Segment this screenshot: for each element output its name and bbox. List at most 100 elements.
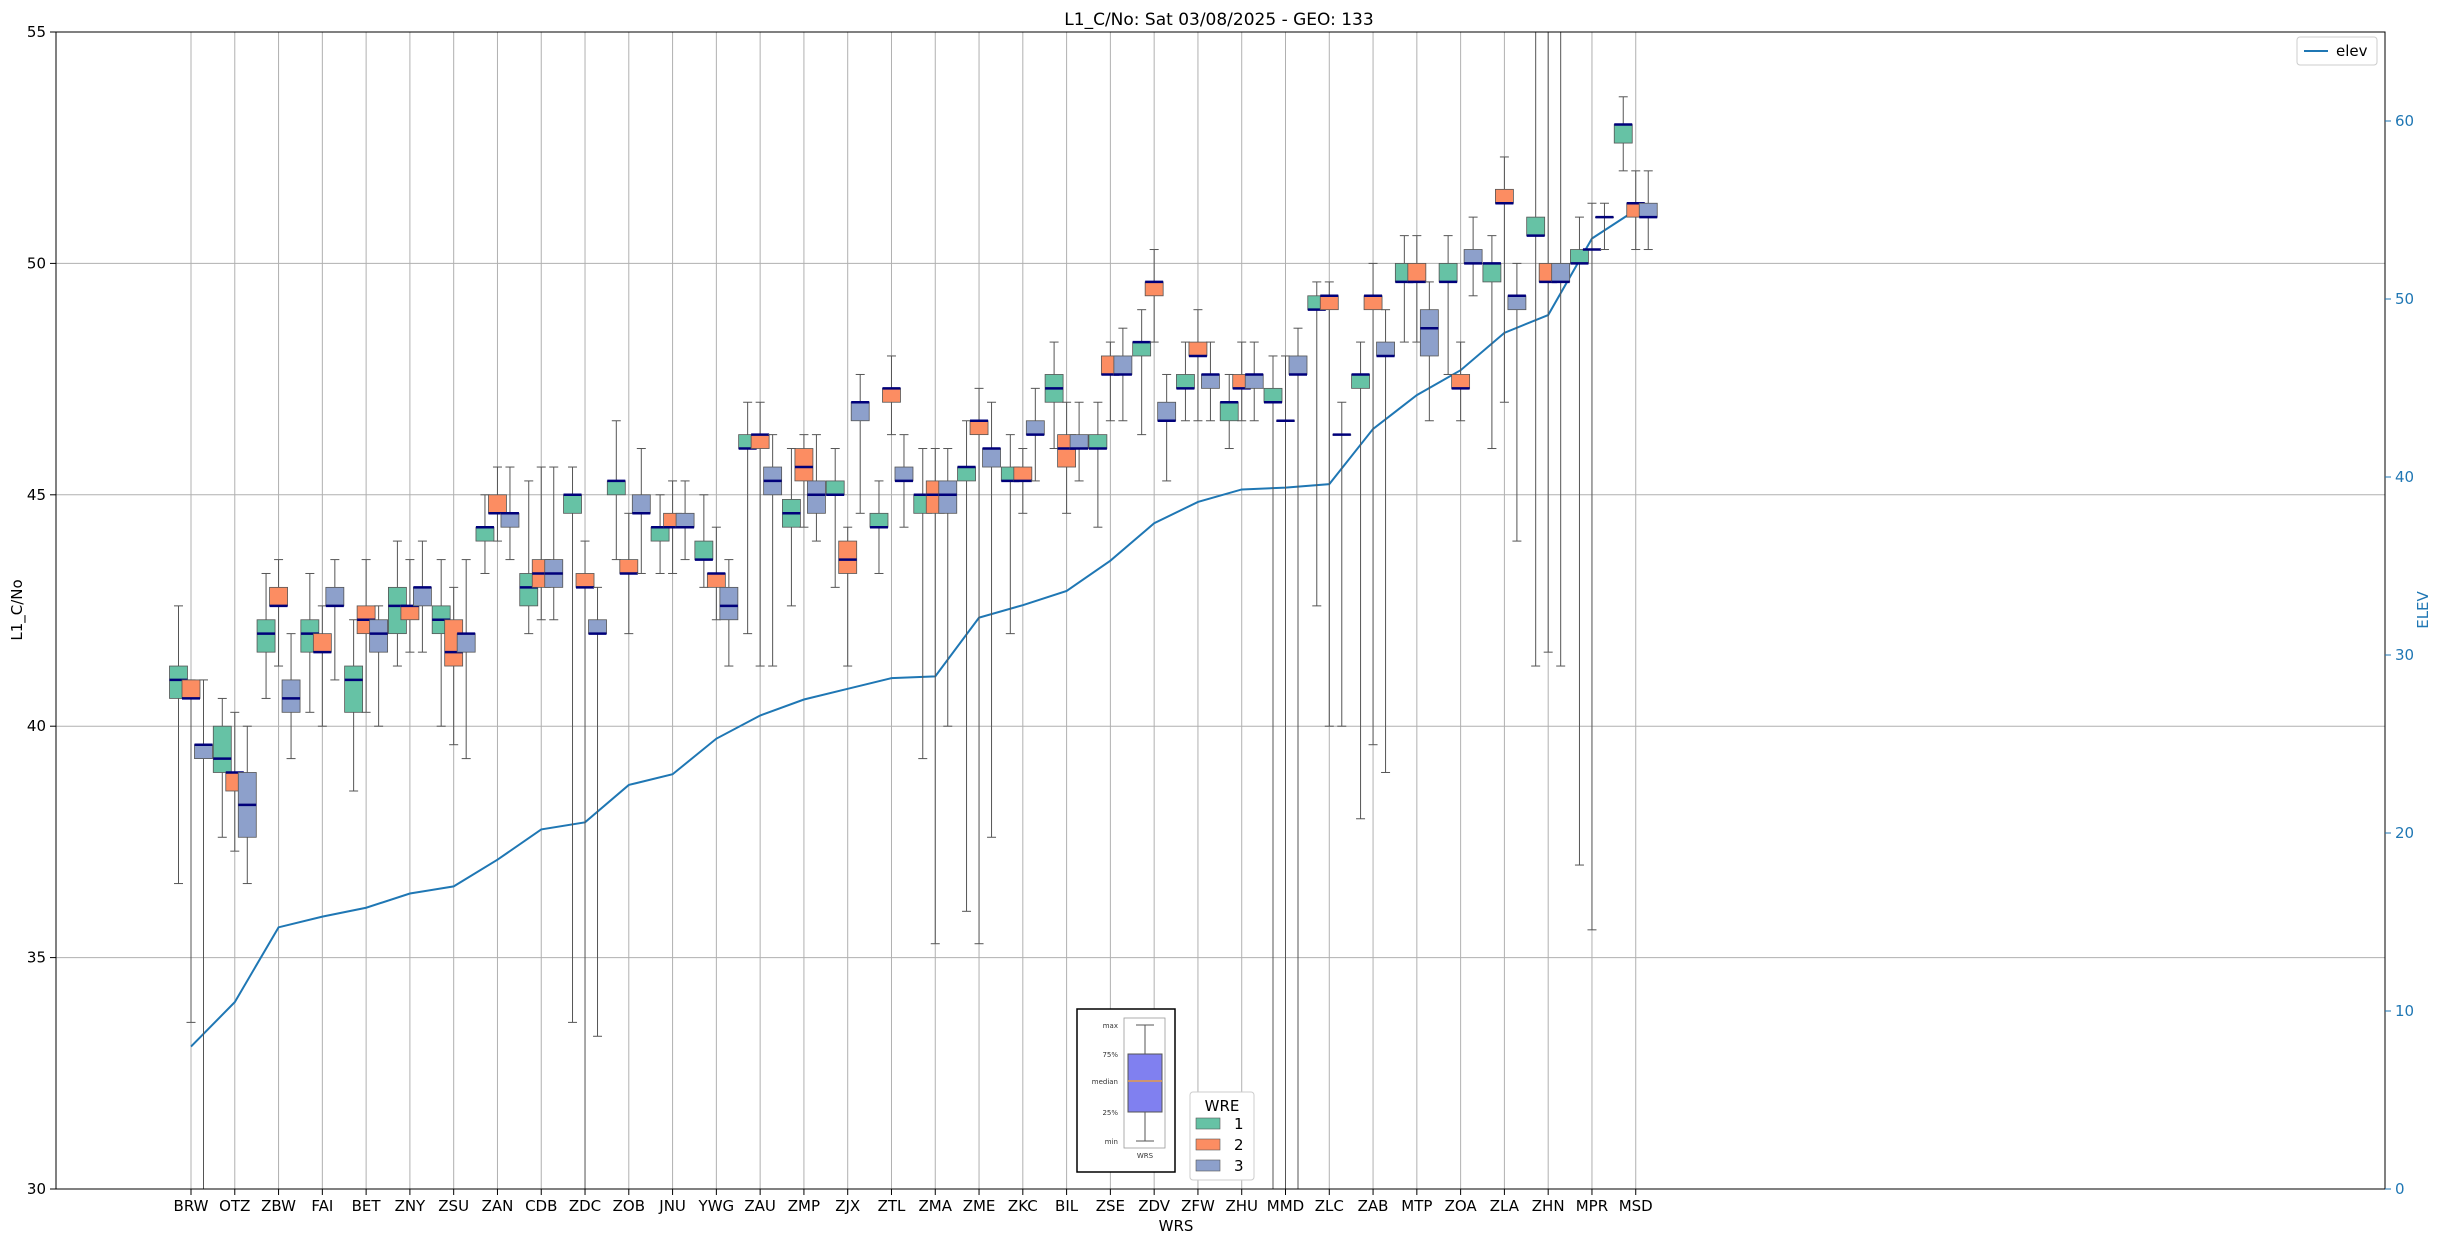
iqr-box (838, 540, 858, 574)
iqr-box (1157, 401, 1177, 422)
inset-label-q1: 25% (1102, 1109, 1118, 1117)
box-plot-2-ZKC (1013, 448, 1033, 514)
box-plot-2-ZJX (838, 526, 858, 667)
iqr-box (500, 512, 520, 528)
box-plot-1-ZME (957, 420, 976, 912)
box-plot-2-YWG (706, 526, 726, 621)
box-plot-1-BRW (169, 605, 188, 885)
iqr-box (606, 480, 626, 496)
iqr-box (256, 619, 276, 653)
x-tick-label: BET (352, 1197, 382, 1215)
iqr-box (619, 559, 639, 574)
x-tick-label: MTP (1401, 1197, 1432, 1215)
x-tick-label: ZFW (1181, 1197, 1215, 1215)
iqr-box (1495, 188, 1514, 204)
box-plot-3-BET (369, 605, 389, 727)
x-tick-label: ZJX (835, 1197, 860, 1215)
iqr-box (1613, 124, 1633, 144)
iqr-box (563, 494, 582, 514)
iqr-box (1351, 374, 1370, 389)
iqr-box (982, 448, 1001, 468)
iqr-box (1376, 341, 1395, 357)
box-plot-3-ZOA (1463, 216, 1483, 297)
box-plot-2-MPR (1582, 202, 1602, 931)
iqr-box (1244, 374, 1264, 389)
iqr-box (1482, 262, 1502, 283)
box-plot-3-ZAB (1376, 309, 1395, 773)
x-tick-label: BRW (174, 1197, 209, 1215)
x-tick-label: MPR (1576, 1197, 1608, 1215)
iqr-box (1188, 341, 1208, 357)
box-plot-1-ZFW (1176, 341, 1195, 422)
iqr-box (1069, 434, 1089, 449)
x-tick-label: FAI (311, 1197, 333, 1215)
series-legend: WRE 1 2 3 (1189, 1091, 1255, 1181)
iqr-box (1451, 374, 1471, 389)
box-plot-1-ZHU (1219, 373, 1239, 450)
iqr-box (850, 401, 870, 422)
box-plot-1-OTZ (212, 697, 232, 838)
box-plot-3-ZDV (1157, 373, 1177, 482)
x-axis: BRW OTZ ZBW FAI BET ZNY ZSU ZAN CDB ZDC ZOB JNU YWG Z… (174, 1189, 1653, 1215)
box-plot-3-ZKC (1025, 387, 1045, 482)
box-plot-3-ZDC (588, 586, 607, 1037)
iqr-box (312, 633, 332, 653)
iqr-box (969, 420, 989, 436)
iqr-box (1438, 262, 1458, 283)
y-axis-left: 30 35 40 45 50 55 (27, 23, 56, 1198)
x-tick-label: CDB (525, 1197, 557, 1215)
iqr-box (1201, 374, 1220, 389)
y2-tick-label: 10 (2395, 1002, 2414, 1020)
y-axis-title: L1_C/No (8, 579, 27, 640)
iqr-box (1013, 466, 1033, 482)
x-tick-label: ZTL (878, 1197, 906, 1215)
iqr-box (1507, 295, 1527, 311)
inset-caption: WRS (1137, 1152, 1154, 1160)
box-plot-2-MMD (1276, 355, 1295, 1190)
x-tick-label: ZMA (919, 1197, 953, 1215)
box-plot-3-CDB (544, 466, 564, 621)
iqr-box (369, 619, 389, 653)
iqr-box (281, 679, 301, 713)
box-plot-2-MTP (1407, 235, 1427, 343)
x-tick-label: ZME (963, 1197, 996, 1215)
box-plot-1-JNU (650, 494, 670, 574)
elev-legend-label: elev (2336, 42, 2368, 60)
box-plot-3-YWG (719, 559, 739, 667)
elev-legend: elev (2296, 36, 2378, 66)
box-plot-2-ZSE (1100, 341, 1120, 422)
iqr-box (1638, 202, 1658, 218)
iqr-box (212, 725, 232, 773)
box-plot-1-ZBW (256, 572, 276, 699)
box-plot-1-MTP (1394, 235, 1414, 343)
iqr-box (181, 679, 201, 699)
iqr-box (825, 480, 845, 496)
x-tick-label: ZSU (438, 1197, 469, 1215)
x-tick-label: ZSE (1096, 1197, 1125, 1215)
iqr-box (344, 665, 364, 713)
box-plot-2-ZTL (882, 355, 901, 436)
iqr-box (488, 494, 507, 514)
box-plot-1-ZJX (825, 448, 845, 588)
x-tick-label: ZDC (569, 1197, 601, 1215)
y2-axis-title: ELEV (2414, 590, 2432, 628)
iqr-box (1263, 387, 1283, 403)
box-plot-3-ZTL (894, 434, 914, 528)
inset-label-min: min (1105, 1138, 1118, 1146)
series-legend-title: WRE (1205, 1097, 1240, 1115)
chart-title: L1_C/No: Sat 03/08/2025 - GEO: 133 (1064, 10, 1373, 30)
box-plot-3-OTZ (237, 725, 257, 885)
iqr-box (1088, 434, 1108, 449)
x-tick-label: ZAN (482, 1197, 514, 1215)
box-plot-3-BRW (194, 679, 213, 1190)
iqr-box (869, 512, 889, 528)
box-plot-3-ZLC (1332, 401, 1352, 727)
iqr-box (938, 480, 958, 514)
iqr-box (631, 494, 651, 514)
iqr-box (675, 512, 695, 528)
box-plot-3-JNU (675, 480, 695, 561)
y-tick-label: 40 (27, 717, 46, 735)
box-plot-layer (169, 31, 1658, 1190)
x-tick-label: ZOA (1445, 1197, 1478, 1215)
